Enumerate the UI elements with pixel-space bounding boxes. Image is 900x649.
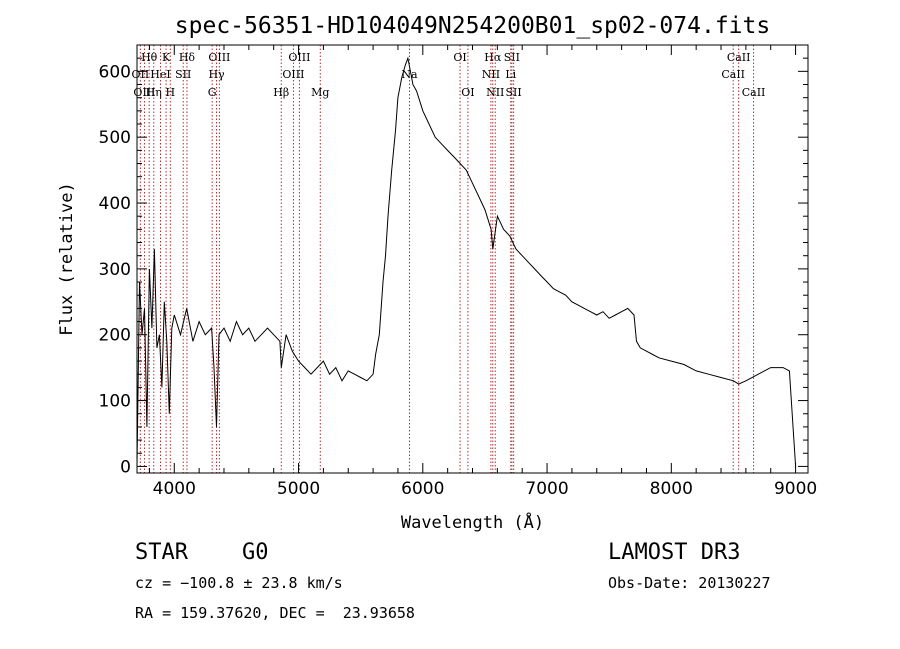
line-marker-label-8: Hδ [179,51,196,64]
line-marker-label-6: SII [175,68,191,81]
line-marker-label-17: OI [453,51,466,64]
line-marker-label-25: CaII [727,51,751,64]
line-marker-label-7: H [166,86,176,99]
line-marker-label-0: Hθ [141,51,158,64]
redshift-readout: cz = −100.8 ± 23.8 km/s [135,574,343,592]
y-tick-label-1: 100 [99,392,131,412]
line-marker-label-23: Li [505,68,516,81]
spectrum-line [136,56,797,467]
line-marker-label-24: SII [506,86,522,99]
x-tick-label-2: 6000 [401,479,444,499]
obs-date-readout: Obs-Date: 20130227 [608,574,771,592]
x-tick-label-4: 8000 [650,479,693,499]
x-axis-label: Wavelength (Å) [401,511,544,533]
y-tick-label-0: 0 [120,457,131,477]
spectrum-chart: spec-56351-HD104049N254200B01_sp02-074.f… [57,13,817,533]
chart-title: spec-56351-HD104049N254200B01_sp02-074.f… [175,13,770,39]
line-marker-label-10: Hγ [208,68,225,81]
line-marker-label-13: OIII [288,51,310,64]
line-marker-label-21: NII [486,86,504,99]
y-tick-label-2: 200 [99,326,131,346]
class-label: STAR [135,540,188,565]
y-tick-label-4: 400 [99,194,131,214]
line-marker-label-11: G [208,86,217,99]
line-marker-label-20: NII [482,68,500,81]
y-tick-label-6: 600 [99,62,131,82]
line-marker-label-26: CaII [721,68,745,81]
survey-label: LAMOST DR3 [608,540,741,565]
line-marker-label-5: Hη [146,86,162,99]
line-marker-label-1: OII [131,68,149,81]
line-marker-label-27: CaII [742,86,766,99]
line-marker-label-15: Mg [311,86,329,99]
line-marker-label-19: Hα [484,51,502,64]
line-marker-label-12: Hβ [273,86,289,99]
line-marker-label-2: OIII [133,86,155,99]
y-tick-label-3: 300 [99,260,131,280]
line-marker-label-22: SII [504,51,520,64]
subclass-label: G0 [242,540,269,565]
y-axis-label: Flux (relative) [57,182,77,336]
x-tick-label-0: 4000 [153,479,196,499]
line-marker-label-14: OIII [282,68,304,81]
x-tick-label-1: 5000 [277,479,320,499]
plot-frame [136,44,809,474]
line-marker-label-18: OI [461,86,474,99]
line-marker-label-9: OIII [208,51,230,64]
y-tick-label-5: 500 [99,128,131,148]
line-marker-label-4: HeI [150,68,170,81]
line-marker-label-3: K [162,51,171,64]
line-marker-label-16: Na [401,68,418,81]
x-tick-label-5: 9000 [774,479,817,499]
x-tick-label-3: 7000 [525,479,568,499]
coordinates-readout: RA = 159.37620, DEC = 23.93658 [135,604,415,622]
